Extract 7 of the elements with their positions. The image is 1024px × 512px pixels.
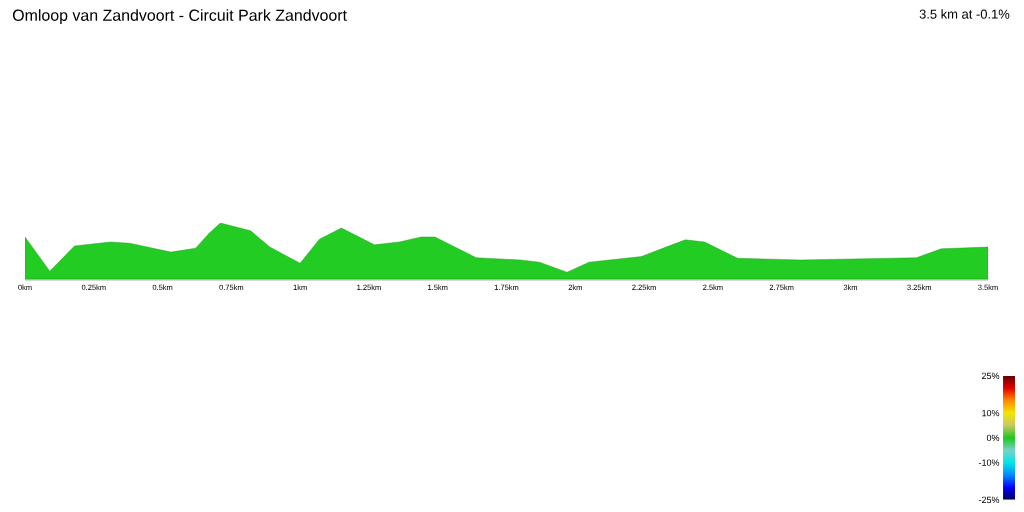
color-bar-label: -10% [978,459,1000,466]
text: 3.5 km at -0.1% [919,9,1010,19]
chart-title: Omloop van Zandvoort - Circuit Park Zandvoort [12,9,347,25]
color-bar-label: 25% [982,372,1000,380]
color-bar-label: -25% [978,496,1000,504]
color-bar-label: 10% [982,409,1000,417]
color-bar-label: 0% [986,434,1000,442]
